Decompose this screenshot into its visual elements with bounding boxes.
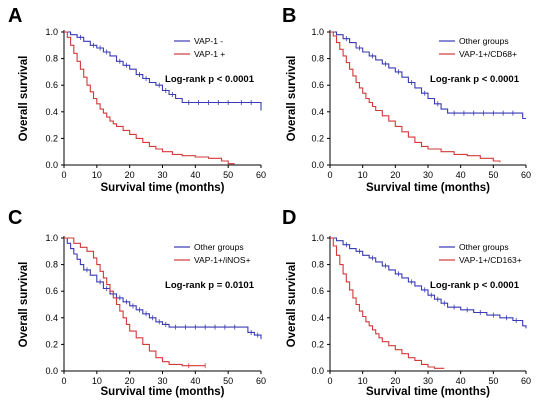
x-axis-title: Survival time (months) (366, 386, 490, 398)
logrank-annotation: Log-rank p < 0.0001 (165, 74, 255, 85)
x-tick-label: 10 (92, 170, 102, 180)
x-axis-title: Survival time (months) (101, 386, 225, 398)
x-tick-label: 50 (223, 170, 233, 180)
y-axis-title: Overall survival (286, 56, 298, 142)
y-tick-label: 1.0 (311, 233, 324, 243)
y-tick-label: 0.2 (45, 133, 58, 143)
y-axis-title: Overall survival (18, 262, 30, 348)
x-tick-label: 0 (327, 376, 332, 386)
panel-c: C 0.0 0.2 0.4 0.6 0.8 1.0 0 10 20 30 40 50 60 Survival… (8, 207, 266, 398)
x-tick-label: 60 (521, 376, 531, 386)
y-tick-label: 0.8 (45, 54, 58, 64)
panel-letter: C (8, 207, 22, 229)
y-tick-label: 0.8 (311, 54, 324, 64)
y-tick-label: 0.4 (45, 107, 58, 117)
x-axis-title: Survival time (months) (101, 182, 225, 194)
survival-curve-red (64, 237, 206, 367)
legend-label: VAP-1 - (194, 36, 223, 46)
legend-label: VAP-1+/iNOS+ (194, 255, 251, 265)
y-tick-label: 0.4 (311, 107, 324, 117)
y-tick-label: 0.2 (45, 339, 58, 349)
y-axis-title: Overall survival (286, 262, 298, 348)
y-tick-label: 0.4 (311, 313, 324, 323)
x-tick-label: 50 (488, 376, 498, 386)
x-tick-label: 60 (256, 376, 266, 386)
legend-label: VAP-1 + (194, 49, 225, 59)
x-tick-label: 20 (390, 376, 400, 386)
y-tick-label: 0.6 (45, 80, 58, 90)
x-tick-label: 0 (61, 376, 66, 386)
legend-label: Other groups (459, 242, 509, 252)
y-tick-label: 0.0 (311, 160, 324, 170)
legend-label: VAP-1+/CD163+ (459, 255, 522, 265)
y-tick-label: 0.2 (311, 133, 324, 143)
panel-a: A 0.0 0.2 0.4 0.6 0.8 1.0 0 10 20 30 40 50 60 Survival… (8, 5, 266, 194)
x-tick-label: 0 (61, 170, 66, 180)
x-tick-label: 30 (423, 170, 433, 180)
x-tick-label: 20 (125, 170, 135, 180)
y-tick-label: 1.0 (45, 27, 58, 37)
survival-curve-red (64, 31, 235, 165)
survival-curve-blue (330, 237, 527, 329)
y-tick-label: 0.0 (311, 366, 324, 376)
x-tick-label: 40 (456, 170, 466, 180)
y-tick-label: 0.6 (311, 286, 324, 296)
y-tick-label: 0.8 (311, 260, 324, 270)
y-tick-label: 0.8 (45, 260, 58, 270)
panel-letter: B (282, 5, 296, 27)
x-tick-label: 50 (488, 170, 498, 180)
x-tick-label: 10 (358, 170, 368, 180)
x-tick-label: 60 (521, 170, 531, 180)
x-tick-label: 10 (92, 376, 102, 386)
y-axis-title: Overall survival (18, 56, 30, 142)
y-tick-label: 0.6 (45, 286, 58, 296)
x-tick-label: 20 (125, 376, 135, 386)
x-axis-title: Survival time (months) (366, 182, 490, 194)
survival-curve-red (330, 31, 501, 163)
legend-label: Other groups (194, 242, 244, 252)
legend-label: Other groups (459, 36, 509, 46)
x-tick-label: 30 (157, 376, 167, 386)
logrank-annotation: Log-rank p < 0.0001 (430, 280, 520, 291)
panel-letter: A (8, 5, 22, 27)
x-tick-label: 40 (456, 376, 466, 386)
x-tick-label: 20 (390, 170, 400, 180)
x-tick-label: 40 (190, 170, 200, 180)
x-tick-label: 50 (223, 376, 233, 386)
x-tick-label: 30 (157, 170, 167, 180)
survival-curve-blue (64, 31, 262, 111)
x-tick-label: 30 (423, 376, 433, 386)
x-tick-label: 0 (327, 170, 332, 180)
logrank-annotation: Log-rank p = 0.0101 (165, 280, 255, 291)
y-tick-label: 0.0 (45, 366, 58, 376)
panel-b: B 0.0 0.2 0.4 0.6 0.8 1.0 0 10 20 30 40 50 60 Survival… (282, 5, 531, 194)
x-tick-label: 40 (190, 376, 200, 386)
y-tick-label: 0.2 (311, 339, 324, 349)
x-tick-label: 60 (256, 170, 266, 180)
y-tick-label: 0.6 (311, 80, 324, 90)
survival-curve-red (330, 237, 445, 369)
y-tick-label: 0.4 (45, 313, 58, 323)
x-tick-label: 10 (358, 376, 368, 386)
panel-d: D 0.0 0.2 0.4 0.6 0.8 1.0 0 10 20 30 40 50 60 Survival… (282, 207, 531, 398)
legend-label: VAP-1+/CD68+ (459, 49, 517, 59)
y-tick-label: 0.0 (45, 160, 58, 170)
y-tick-label: 1.0 (45, 233, 58, 243)
y-tick-label: 1.0 (311, 27, 324, 37)
logrank-annotation: Log-rank p < 0.0001 (430, 74, 520, 85)
panel-letter: D (282, 207, 296, 229)
survival-curve-blue (330, 31, 526, 120)
